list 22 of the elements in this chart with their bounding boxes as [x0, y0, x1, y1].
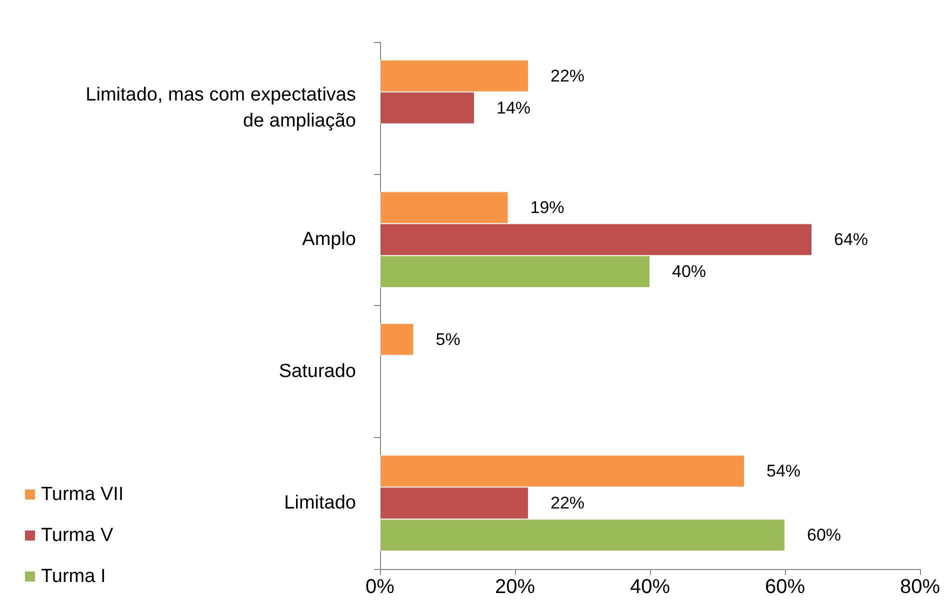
- y-tick-label: Amplo: [302, 229, 356, 250]
- data-label: 54%: [766, 462, 801, 481]
- legend-label: Turma VII: [41, 484, 124, 505]
- y-tick-label: Saturado: [278, 360, 356, 382]
- x-tick-label: 60%: [764, 576, 806, 598]
- data-label: 19%: [530, 198, 564, 218]
- y-tick-label: Limitado, mas com expectativas de ampliação: [86, 84, 356, 132]
- data-label: 5%: [436, 330, 460, 349]
- data-label: 40%: [672, 262, 706, 282]
- data-label: 60%: [807, 526, 842, 545]
- y-tick-label: Limitado: [284, 492, 356, 514]
- x-tick-label: 20%: [494, 576, 536, 598]
- legend-label: Turma V: [41, 525, 114, 546]
- legend-label: Turma I: [41, 566, 106, 587]
- data-label: 22%: [550, 66, 585, 86]
- bar: [380, 323, 414, 356]
- x-tick-label: 0%: [366, 576, 395, 598]
- x-tick-label: 80%: [900, 576, 940, 598]
- data-label: 14%: [496, 98, 531, 118]
- data-label: 64%: [834, 230, 868, 250]
- data-label: 22%: [550, 494, 585, 513]
- x-tick-label: 40%: [630, 576, 670, 598]
